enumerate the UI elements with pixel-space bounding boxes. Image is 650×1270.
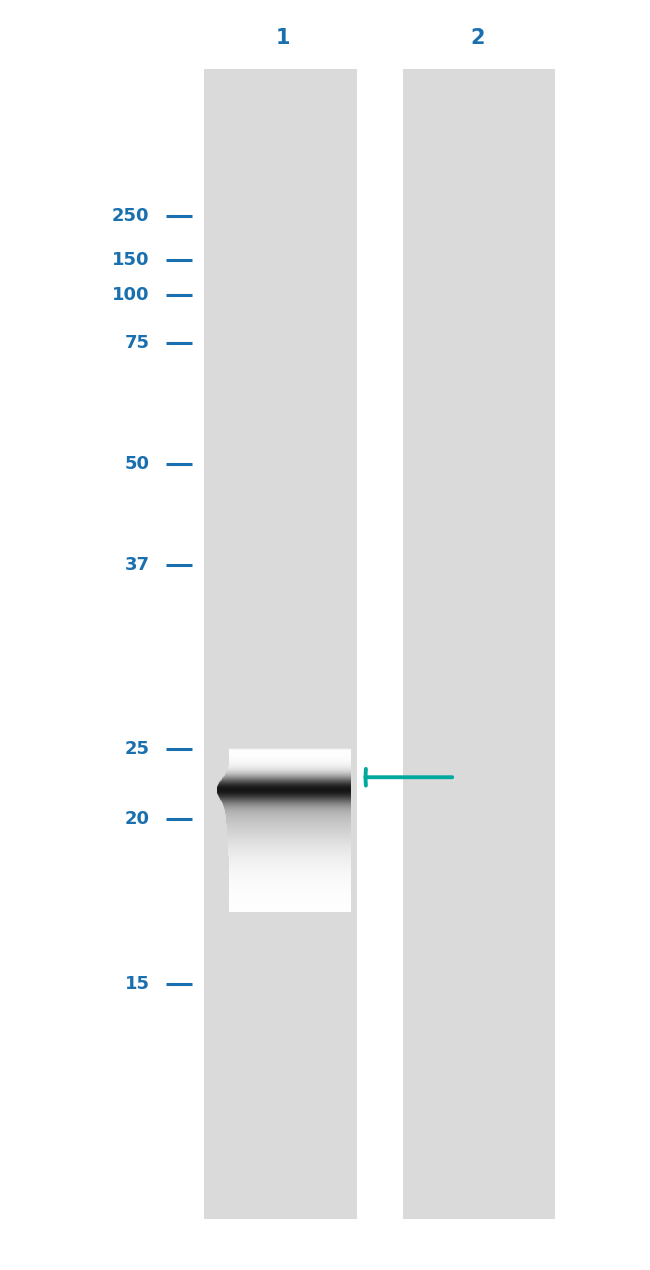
Text: 50: 50: [125, 455, 150, 472]
Bar: [403, 70, 556, 1219]
Text: 20: 20: [125, 810, 150, 828]
Text: 75: 75: [125, 334, 150, 352]
Text: 1: 1: [276, 28, 290, 48]
Text: 250: 250: [112, 207, 150, 225]
Bar: [205, 70, 358, 1219]
Text: 15: 15: [125, 975, 150, 993]
Text: 2: 2: [471, 28, 485, 48]
Text: 25: 25: [125, 740, 150, 758]
Text: 37: 37: [125, 556, 150, 574]
Text: 150: 150: [112, 251, 150, 269]
Text: 100: 100: [112, 286, 150, 304]
